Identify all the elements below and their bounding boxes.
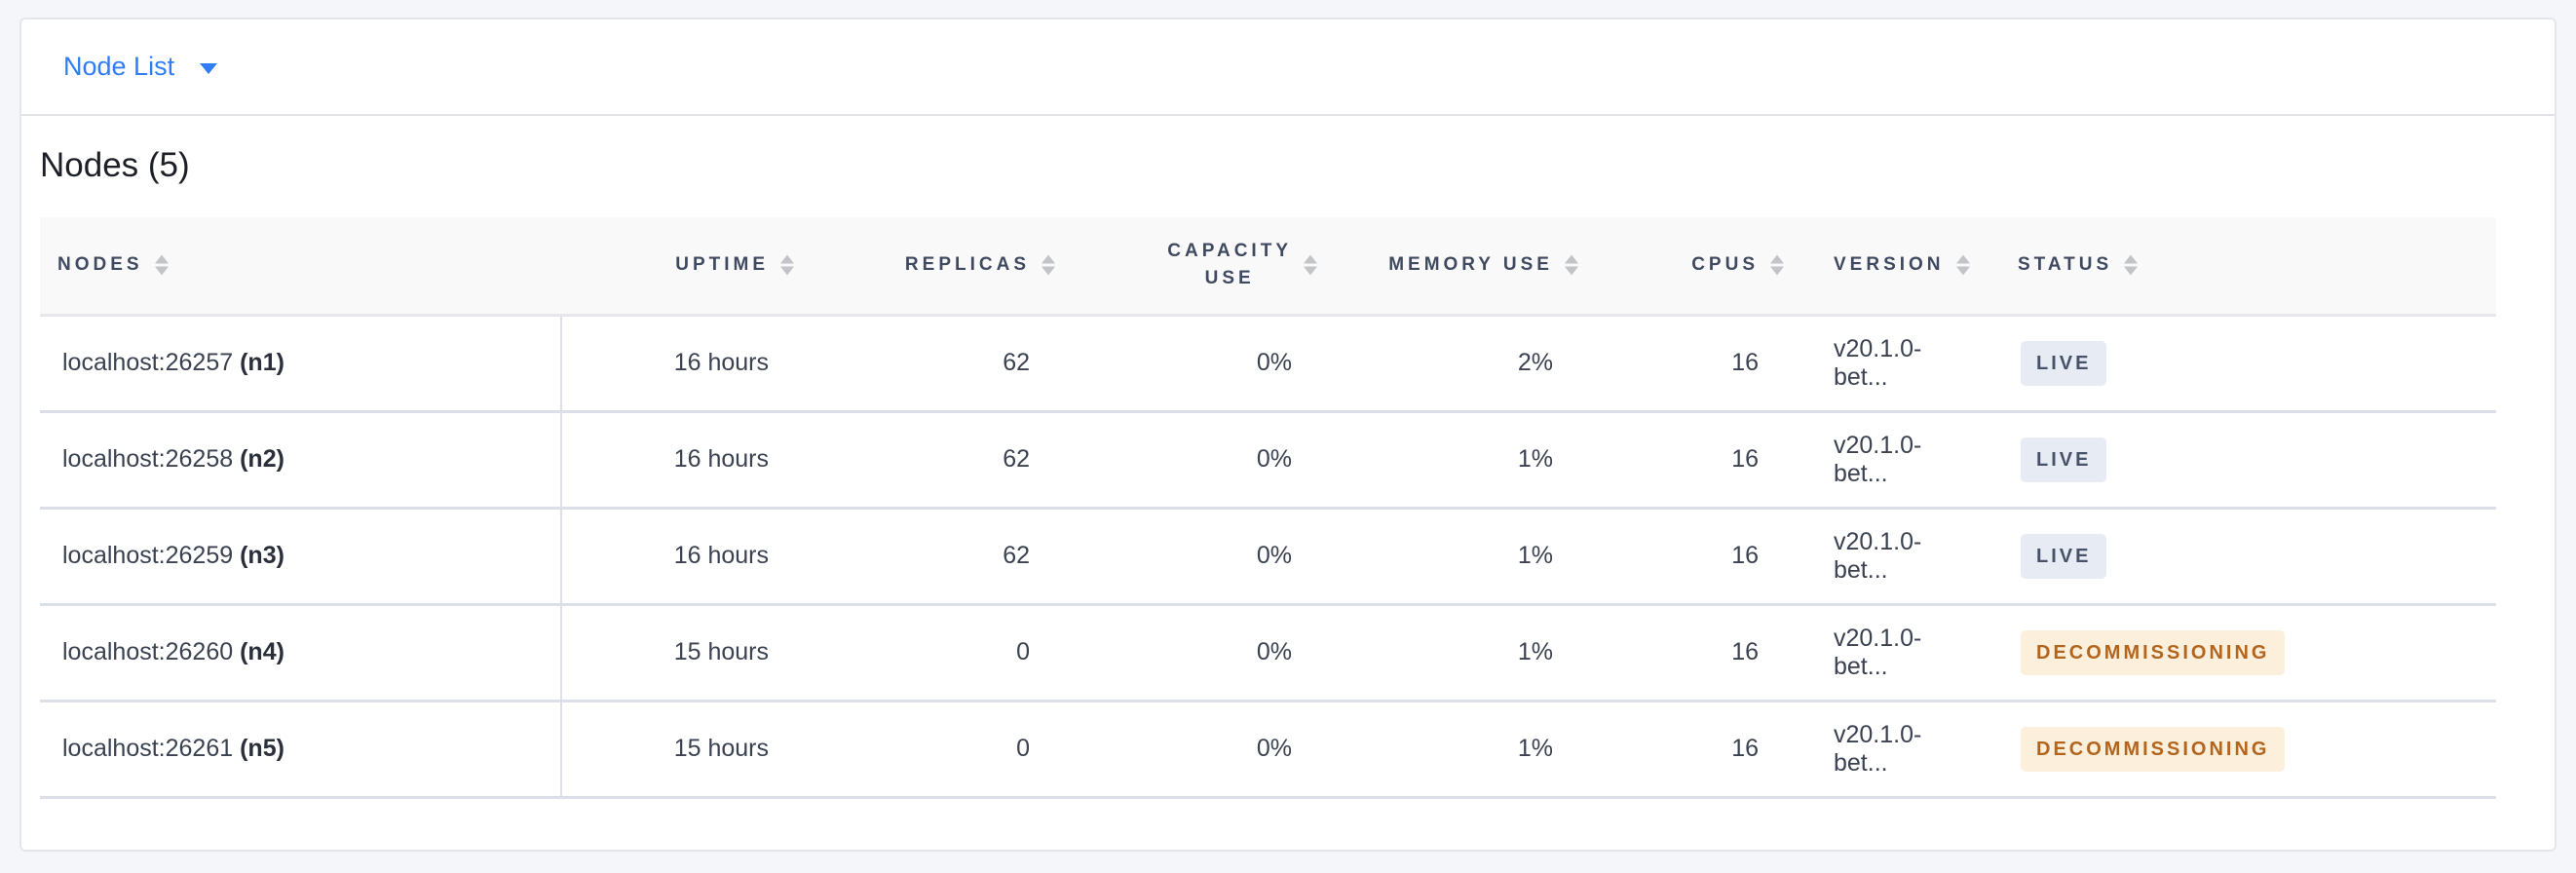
memory-use-cell: 1%: [1331, 508, 1592, 606]
cpus-cell: 16: [1592, 604, 1798, 702]
view-dropdown[interactable]: Node List: [63, 52, 218, 82]
replicas-cell: 62: [808, 508, 1069, 606]
sort-icon[interactable]: [780, 254, 794, 276]
memory-use-cell: 1%: [1331, 411, 1592, 510]
capacity-use-cell: 0%: [1069, 315, 1331, 413]
node-address[interactable]: localhost:26257: [62, 349, 234, 376]
node-cell[interactable]: localhost:26260 (n4): [40, 604, 562, 702]
status-badge: DECOMMISSIONING: [2021, 629, 2286, 675]
column-header-version[interactable]: VERSION: [1798, 217, 2007, 317]
cpus-cell: 16: [1592, 411, 1798, 510]
sort-icon[interactable]: [2124, 254, 2139, 276]
uptime-cell: 15 hours: [561, 701, 808, 799]
column-header-capacity-use[interactable]: CAPACITY USE: [1069, 217, 1331, 317]
column-header-label: VERSION: [1834, 254, 1945, 276]
cpus-cell: 16: [1592, 315, 1798, 413]
status-cell: DECOMMISSIONING: [2007, 701, 2496, 799]
status-badge: LIVE: [2021, 340, 2107, 386]
capacity-use-cell: 0%: [1069, 508, 1331, 606]
column-header-uptime[interactable]: UPTIME: [561, 217, 808, 317]
table-row[interactable]: localhost:26260 (n4) 15 hours 0 0% 1% 16 v20.1…: [40, 604, 2496, 702]
memory-use-cell: 1%: [1331, 604, 1592, 702]
sort-icon[interactable]: [1770, 254, 1784, 276]
uptime-cell: 15 hours: [561, 604, 808, 702]
column-header-label: STATUS: [2018, 254, 2113, 276]
capacity-use-cell: 0%: [1069, 604, 1331, 702]
sort-icon[interactable]: [154, 254, 169, 276]
replicas-cell: 62: [808, 411, 1069, 510]
sort-icon[interactable]: [1042, 254, 1055, 276]
status-cell: LIVE: [2007, 508, 2496, 606]
node-cell[interactable]: localhost:26261 (n5): [40, 701, 562, 799]
table-row[interactable]: localhost:26258 (n2) 16 hours 62 0% 1% 16 v20.…: [40, 411, 2496, 510]
table-row[interactable]: localhost:26259 (n3) 16 hours 62 0% 1% 16 v20.…: [40, 508, 2496, 606]
sort-icon[interactable]: [1955, 254, 1970, 276]
sort-icon[interactable]: [1304, 254, 1317, 276]
node-id: (n5): [240, 735, 284, 762]
column-header-label: NODES: [57, 254, 143, 276]
memory-use-cell: 2%: [1331, 315, 1592, 413]
column-header-status[interactable]: STATUS: [2007, 217, 2496, 317]
version-cell: v20.1.0-bet...: [1798, 604, 2007, 702]
column-header-cpus[interactable]: CPUS: [1592, 217, 1798, 317]
node-id: (n3): [240, 542, 284, 569]
status-badge: LIVE: [2021, 533, 2107, 579]
status-cell: DECOMMISSIONING: [2007, 604, 2496, 702]
capacity-use-cell: 0%: [1069, 411, 1331, 510]
version-cell: v20.1.0-bet...: [1798, 411, 2007, 510]
uptime-cell: 16 hours: [561, 508, 808, 606]
node-id: (n4): [240, 638, 284, 665]
table-header-row: NODES UPTIME REPLICAS CAPACITY USE MEMORY USE…: [40, 217, 2496, 317]
column-header-label: CAPACITY USE: [1167, 241, 1292, 289]
uptime-cell: 16 hours: [561, 315, 808, 413]
node-id: (n1): [240, 349, 284, 376]
sort-icon[interactable]: [1565, 254, 1578, 276]
uptime-cell: 16 hours: [561, 411, 808, 510]
column-header-label: UPTIME: [675, 254, 769, 276]
column-header-nodes[interactable]: NODES: [40, 217, 561, 317]
replicas-cell: 62: [808, 315, 1069, 413]
status-cell: LIVE: [2007, 315, 2496, 413]
table-row[interactable]: localhost:26257 (n1) 16 hours 62 0% 2% 16 v20.…: [40, 315, 2496, 413]
top-bar: Node List: [21, 19, 2555, 116]
view-dropdown-label: Node List: [63, 52, 175, 81]
column-header-memory-use[interactable]: MEMORY USE: [1331, 217, 1592, 317]
column-header-replicas[interactable]: REPLICAS: [808, 217, 1069, 317]
node-id: (n2): [240, 445, 284, 473]
node-address[interactable]: localhost:26261: [62, 735, 234, 762]
capacity-use-cell: 0%: [1069, 701, 1331, 799]
cpus-cell: 16: [1592, 701, 1798, 799]
cpus-cell: 16: [1592, 508, 1798, 606]
version-cell: v20.1.0-bet...: [1798, 315, 2007, 413]
node-cell[interactable]: localhost:26258 (n2): [40, 411, 562, 510]
column-header-label: MEMORY USE: [1388, 254, 1553, 276]
column-header-label: CPUS: [1691, 254, 1759, 276]
node-address[interactable]: localhost:26260: [62, 638, 234, 665]
caret-down-icon: [200, 62, 218, 74]
status-badge: DECOMMISSIONING: [2021, 726, 2286, 772]
replicas-cell: 0: [808, 701, 1069, 799]
replicas-cell: 0: [808, 604, 1069, 702]
page-title: Nodes (5): [40, 146, 190, 184]
node-cell[interactable]: localhost:26257 (n1): [40, 315, 562, 413]
node-address[interactable]: localhost:26258: [62, 445, 234, 473]
nodes-table: NODES UPTIME REPLICAS CAPACITY USE MEMORY USE…: [40, 217, 2496, 799]
status-cell: LIVE: [2007, 411, 2496, 510]
node-address[interactable]: localhost:26259: [62, 542, 234, 569]
version-cell: v20.1.0-bet...: [1798, 701, 2007, 799]
node-cell[interactable]: localhost:26259 (n3): [40, 508, 562, 606]
memory-use-cell: 1%: [1331, 701, 1592, 799]
status-badge: LIVE: [2021, 436, 2107, 482]
column-header-label: REPLICAS: [904, 254, 1030, 276]
table-row[interactable]: localhost:26261 (n5) 15 hours 0 0% 1% 16 v20.1…: [40, 701, 2496, 799]
version-cell: v20.1.0-bet...: [1798, 508, 2007, 606]
